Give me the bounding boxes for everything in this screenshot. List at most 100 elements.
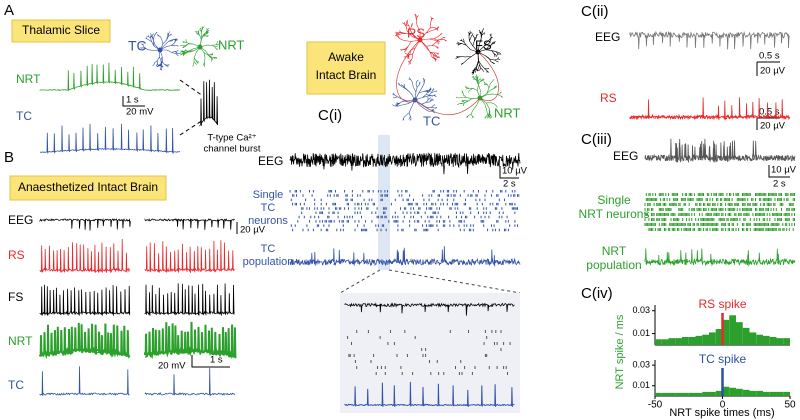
bar	[715, 390, 723, 396]
bar	[722, 319, 730, 345]
bar	[729, 315, 736, 345]
annotation: T-type Ca²⁺	[207, 133, 256, 144]
raster	[347, 330, 511, 375]
trace-label: EEG	[595, 30, 620, 44]
bar	[661, 392, 669, 396]
x-axis-label: NRT spike times (ms)	[669, 407, 774, 419]
bar	[776, 338, 784, 345]
panel-label: C(iii)	[581, 131, 612, 148]
bar	[763, 335, 770, 345]
trace	[39, 284, 131, 316]
neuron	[455, 28, 502, 75]
raster	[289, 190, 520, 232]
bar	[769, 337, 777, 345]
bar	[736, 388, 743, 396]
trace-label: NRT neurons	[579, 207, 650, 221]
bar	[756, 334, 763, 345]
scale-bar	[756, 61, 780, 76]
bar	[695, 392, 703, 396]
x-tick-label: 50	[784, 400, 796, 411]
trace	[39, 123, 180, 154]
cell-label: NRT	[218, 37, 245, 52]
trace	[39, 238, 130, 273]
bar	[655, 339, 662, 345]
inset	[340, 293, 520, 413]
bar	[688, 392, 696, 396]
trace-label: TC	[16, 109, 32, 123]
trace	[144, 240, 235, 274]
bar	[742, 389, 750, 396]
title-box	[11, 19, 111, 43]
scale-label: 20 mV	[158, 361, 186, 372]
trace-label: TC	[261, 202, 276, 214]
scale-label: 0.5 s	[759, 107, 780, 118]
trace	[199, 79, 218, 127]
bar	[749, 332, 757, 345]
trace	[144, 321, 237, 360]
box-title: Intact Brain	[316, 68, 377, 82]
bar	[675, 392, 682, 396]
neuron	[392, 77, 438, 121]
bar	[655, 392, 662, 396]
trace-label: Single	[597, 193, 631, 207]
trace	[629, 97, 790, 120]
bar	[668, 392, 676, 396]
y-tick-label: 0.01	[632, 328, 650, 338]
trace-label: RS	[600, 91, 617, 105]
trace-label: NRT	[8, 334, 33, 348]
box-title: Thalamic Slice	[22, 23, 100, 37]
trace	[144, 217, 235, 230]
neuron	[455, 74, 504, 120]
scale-label: 20 µV	[760, 121, 786, 132]
trace-label: FS	[8, 290, 23, 304]
soma	[197, 44, 203, 50]
bar	[769, 391, 777, 396]
scale-label: 1 s	[210, 355, 223, 366]
x-tick-label: 0	[720, 400, 726, 411]
x-tick-label: -50	[648, 400, 663, 411]
cell-label: RS	[407, 25, 425, 40]
trace-label: NRT	[16, 72, 41, 86]
bar	[736, 322, 743, 345]
trace-label: EEG	[8, 213, 33, 227]
neuron	[394, 13, 447, 65]
trace-label: TC	[261, 243, 276, 255]
cell-label: TC	[423, 113, 440, 128]
dashed-arrow	[179, 79, 204, 136]
box-title: Awake	[328, 50, 364, 64]
zoom-lines	[339, 269, 521, 294]
bar	[709, 332, 716, 345]
neuron	[179, 26, 221, 67]
chart-title: RS spike	[698, 297, 746, 311]
panel-label: B	[4, 149, 14, 166]
trace	[344, 381, 515, 408]
panel-label: C(i)	[318, 107, 342, 124]
bar	[709, 391, 716, 396]
trace-label: population	[586, 258, 641, 272]
scale-label: 10 µV	[771, 165, 797, 176]
bar	[715, 329, 723, 345]
y-axis-label: NRT spike / ms	[614, 314, 626, 389]
bar	[783, 338, 790, 345]
trace	[629, 30, 790, 50]
bar	[722, 386, 730, 396]
soma	[157, 47, 163, 53]
chart-title: TC spike	[699, 352, 747, 366]
panel-label: C(ii)	[581, 3, 609, 20]
cell-label: TC	[128, 38, 147, 54]
y-tick-label: 0.03	[632, 360, 650, 370]
scale-bar	[191, 355, 230, 368]
raster	[644, 193, 795, 231]
bar	[682, 337, 689, 345]
scale-label: 20 µV	[760, 66, 786, 77]
trace-label: population	[243, 256, 294, 268]
scale-bar	[122, 96, 145, 107]
bar	[661, 339, 669, 345]
trace-label: RS	[8, 248, 25, 262]
y-tick-label: 0.01	[632, 380, 650, 390]
scale-label: 2 s	[503, 179, 516, 190]
bar	[668, 338, 676, 345]
trace	[39, 217, 131, 231]
trace	[644, 248, 796, 267]
